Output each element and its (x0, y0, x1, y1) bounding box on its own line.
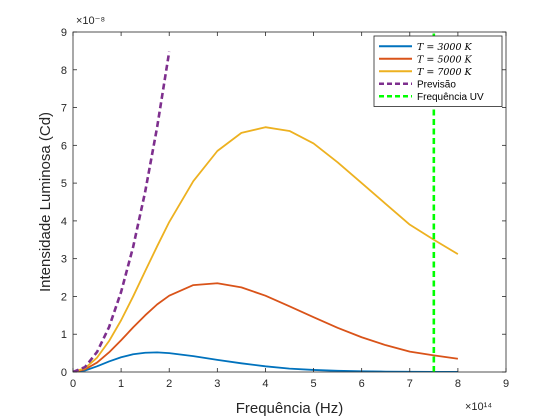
y-exponent-label: ×10⁻⁸ (76, 15, 105, 27)
x-tick-label-1: 1 (118, 378, 124, 390)
axes (72, 31, 507, 373)
y-tick-label-2: 2 (61, 291, 67, 303)
series-line-0 (73, 351, 458, 372)
x-axis-title: Frequência (Hz) (236, 400, 344, 417)
y-tick-label-7: 7 (61, 103, 67, 115)
x-tick-label-8: 8 (455, 378, 461, 390)
x-tick-label-3: 3 (214, 378, 220, 390)
y-axis-title: Intensidade Luminosa (Cd) (37, 112, 54, 292)
series-line-1 (73, 282, 459, 372)
ticks: 0 1 2 3 4 5 6 7 8 9 0 1 2 3 4 5 6 7 8 9 (61, 27, 509, 390)
x-tick-label-7: 7 (407, 378, 413, 390)
y-tick-label-1: 1 (61, 329, 67, 341)
x-exponent-label: ×10¹⁴ (465, 401, 492, 413)
y-tick-label-5: 5 (61, 178, 67, 190)
series-line-3 (73, 51, 171, 372)
legend-label-1: T = 5000 K (417, 54, 473, 65)
x-tick-label-0: 0 (70, 378, 76, 390)
y-tick-label-9: 9 (61, 27, 67, 39)
plot-area (73, 32, 459, 372)
series-line-2 (73, 126, 459, 372)
axes-box (72, 31, 507, 373)
x-tick-label-4: 4 (262, 378, 268, 390)
x-tick-label-6: 6 (359, 378, 365, 390)
y-tick-label-3: 3 (61, 254, 67, 266)
legend-label-4: Frequência UV (417, 92, 484, 103)
legend-label-2: T = 7000 K (417, 67, 473, 78)
y-tick-label-8: 8 (61, 65, 67, 77)
x-tick-label-5: 5 (310, 378, 316, 390)
legend-label-3: Previsão (417, 79, 456, 90)
x-tick-label-2: 2 (166, 378, 172, 390)
y-tick-label-6: 6 (61, 140, 67, 152)
y-tick-label-4: 4 (61, 216, 67, 228)
legend-label-0: T = 3000 K (417, 42, 473, 53)
y-tick-label-0: 0 (61, 367, 67, 379)
x-tick-label-9: 9 (503, 378, 509, 390)
